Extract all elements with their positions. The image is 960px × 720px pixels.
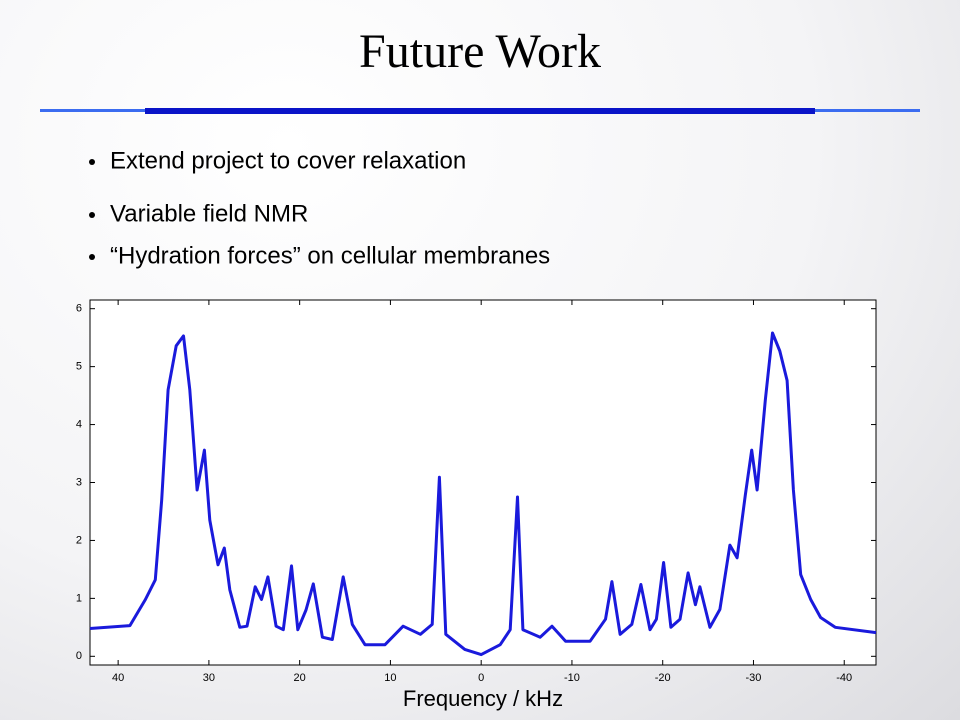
- x-tick-label: -10: [564, 672, 580, 684]
- plot-area: [89, 299, 877, 666]
- y-tick-label: 0: [76, 650, 82, 662]
- x-axis-label: Frequency / kHz: [403, 686, 563, 711]
- x-tick-label: -40: [836, 672, 852, 684]
- x-tick-label: 30: [203, 672, 215, 684]
- bullet-dot: [89, 254, 95, 260]
- y-tick-label: 1: [76, 592, 82, 604]
- bullet-dot: [89, 159, 95, 165]
- plot: 40 30 20 10 0 -10 -20 -30 -40 0 1 2 3 4 5 6: [76, 300, 877, 684]
- spectrum-line: [89, 331, 877, 657]
- x-tick-label: -30: [746, 672, 762, 684]
- y-tick-label: 4: [76, 418, 82, 430]
- bullet-text: Variable field NMR: [110, 200, 308, 227]
- y-tick-label: 6: [76, 303, 82, 315]
- x-tick-label: 20: [294, 672, 306, 684]
- bullet-list: Extend project to cover relaxation Variab…: [89, 147, 550, 269]
- y-tick-label: 5: [76, 361, 82, 373]
- x-tick-label: 10: [384, 672, 396, 684]
- y-tick-label: 2: [76, 534, 82, 546]
- rule-dark: [145, 108, 815, 114]
- bullet-text: “Hydration forces” on cellular membranes: [110, 242, 550, 269]
- bullet-text: Extend project to cover relaxation: [110, 147, 466, 174]
- y-tick-label: 3: [76, 476, 82, 488]
- slide-title: Future Work: [359, 25, 601, 78]
- x-tick-label: 0: [478, 672, 484, 684]
- x-tick-label: -20: [655, 672, 671, 684]
- bullet-dot: [89, 212, 95, 218]
- x-tick-label: 40: [112, 672, 124, 684]
